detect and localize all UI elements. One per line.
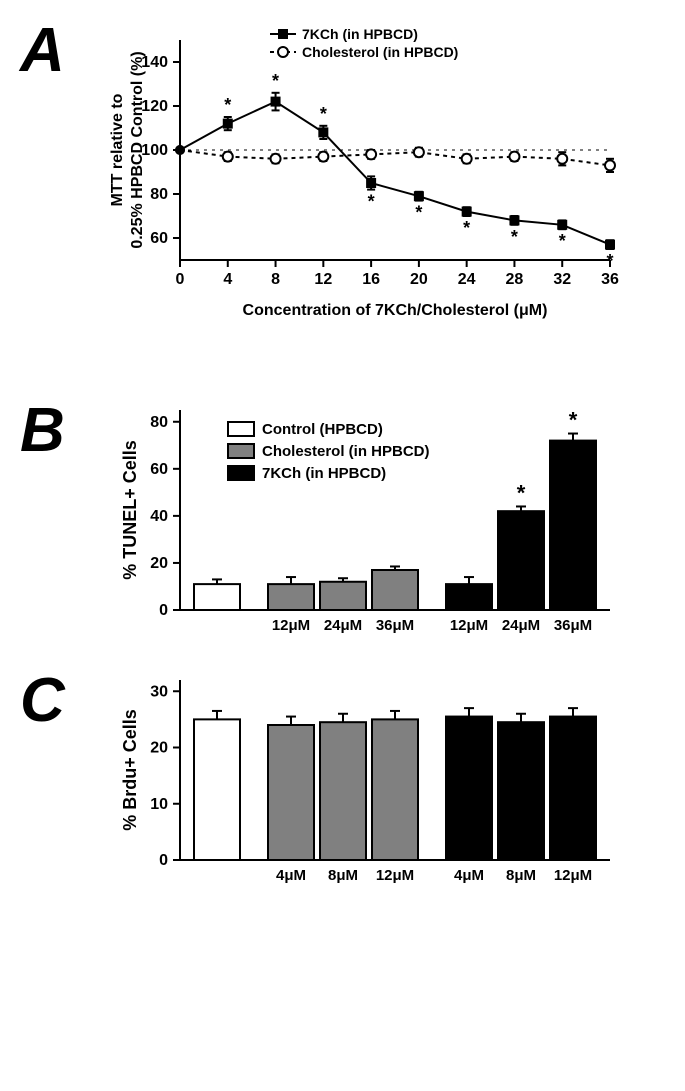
svg-text:20: 20 [150, 555, 168, 572]
svg-text:12μM: 12μM [376, 867, 414, 884]
svg-text:7KCh (in HPBCD): 7KCh (in HPBCD) [302, 26, 418, 42]
svg-text:4μM: 4μM [454, 867, 484, 884]
svg-text:12μM: 12μM [450, 617, 488, 634]
svg-text:*: * [569, 408, 578, 433]
panel-a-label: A [20, 20, 65, 82]
svg-text:30: 30 [150, 683, 168, 700]
svg-text:0.25% HPBCD Control (%): 0.25% HPBCD Control (%) [129, 51, 146, 248]
svg-text:*: * [559, 231, 566, 251]
svg-text:*: * [368, 192, 375, 212]
svg-text:Control (HPBCD): Control (HPBCD) [262, 421, 383, 438]
svg-text:*: * [511, 227, 518, 247]
svg-text:Concentration of 7KCh/Choleste: Concentration of 7KCh/Cholesterol (μM) [243, 302, 548, 319]
svg-text:Cholesterol (in HPBCD): Cholesterol (in HPBCD) [262, 443, 430, 460]
panel-b-chart: 0 20 40 60 80 % TUNEL+ Cells 12μM 24μM 36μM 12μM *… [110, 400, 665, 660]
svg-text:*: * [224, 95, 231, 115]
svg-text:20: 20 [150, 740, 168, 757]
svg-text:24μM: 24μM [324, 617, 362, 634]
svg-text:7KCh (in HPBCD): 7KCh (in HPBCD) [262, 465, 386, 482]
panel-b-label: B [20, 400, 65, 462]
svg-text:4: 4 [223, 271, 232, 288]
svg-text:40: 40 [150, 508, 168, 525]
svg-text:16: 16 [362, 271, 380, 288]
svg-text:*: * [517, 480, 526, 505]
svg-text:80: 80 [150, 414, 168, 431]
svg-text:8: 8 [271, 271, 280, 288]
svg-text:12μM: 12μM [554, 867, 592, 884]
panel-a-chart: *********608010012014004812162024283236C… [110, 20, 665, 390]
panel-a: A *********60801001201400481216202428323… [20, 20, 665, 390]
svg-text:36: 36 [601, 271, 619, 288]
svg-text:32: 32 [553, 271, 571, 288]
svg-text:12μM: 12μM [272, 617, 310, 634]
panel-c-chart: 0 10 20 30 % Brdu+ Cells 4μM 8μM 12μM 4μM 8μM 12μM [110, 670, 665, 910]
svg-text:*: * [320, 104, 327, 124]
svg-text:8μM: 8μM [328, 867, 358, 884]
svg-text:0: 0 [159, 602, 168, 619]
svg-text:4μM: 4μM [276, 867, 306, 884]
svg-text:12: 12 [314, 271, 332, 288]
svg-text:80: 80 [150, 186, 168, 203]
panel-c-label: C [20, 670, 65, 732]
svg-text:*: * [272, 71, 279, 91]
svg-text:24μM: 24μM [502, 617, 540, 634]
svg-text:60: 60 [150, 230, 168, 247]
svg-text:% TUNEL+ Cells: % TUNEL+ Cells [120, 440, 140, 580]
svg-text:% Brdu+ Cells: % Brdu+ Cells [120, 709, 140, 831]
svg-text:Cholesterol (in HPBCD): Cholesterol (in HPBCD) [302, 44, 458, 60]
panel-c: C 0 10 20 30 % Brdu+ Cells 4μM 8μM 12μM 4μM 8μM 12… [20, 670, 665, 910]
svg-text:28: 28 [506, 271, 524, 288]
svg-text:24: 24 [458, 271, 476, 288]
svg-text:10: 10 [150, 796, 168, 813]
svg-text:8μM: 8μM [506, 867, 536, 884]
svg-text:0: 0 [159, 852, 168, 869]
svg-text:60: 60 [150, 461, 168, 478]
svg-text:*: * [463, 218, 470, 238]
panel-b: B 0 20 40 60 80 % TUNEL+ Cells 12μM 24μM 36μM 12μ… [20, 400, 665, 660]
svg-text:0: 0 [176, 271, 185, 288]
svg-text:*: * [415, 203, 422, 223]
svg-text:MTT relative to: MTT relative to [110, 93, 126, 206]
svg-text:36μM: 36μM [376, 617, 414, 634]
svg-text:36μM: 36μM [554, 617, 592, 634]
svg-text:20: 20 [410, 271, 428, 288]
